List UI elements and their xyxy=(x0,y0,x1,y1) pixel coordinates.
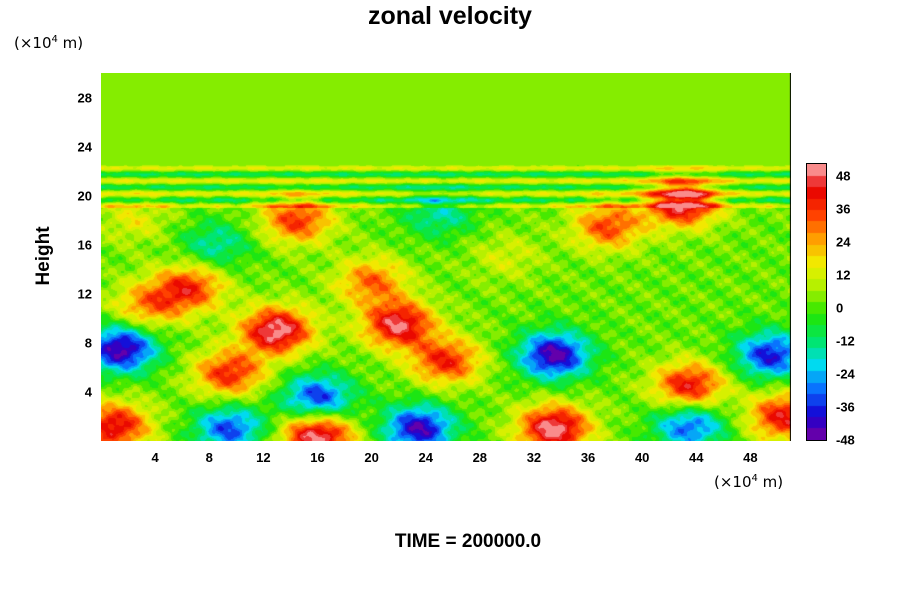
y-tick-label: 20 xyxy=(77,188,92,204)
y-tick-label: 12 xyxy=(77,286,92,302)
colorbar-tick-label: -36 xyxy=(836,399,855,415)
colorbar-tick-label: 24 xyxy=(836,234,851,250)
colorbar-tick-label: 48 xyxy=(836,168,851,184)
y-tick-label: 4 xyxy=(84,384,92,400)
x-tick-label: 28 xyxy=(472,450,488,465)
x-tick-label: 12 xyxy=(256,450,271,465)
y-tick-label: 8 xyxy=(84,335,92,351)
colorbar-tick-label: -48 xyxy=(836,432,855,448)
y-axis-unit: (×104 m) xyxy=(14,34,84,52)
time-label: TIME = 200000.0 xyxy=(394,531,542,552)
chart-title: zonal velocity xyxy=(368,2,532,30)
y-tick-label: 28 xyxy=(77,90,92,106)
colorbar-tick-label: -12 xyxy=(836,333,855,349)
x-tick-label: 40 xyxy=(634,450,650,465)
y-tick-label: 16 xyxy=(77,237,92,253)
x-tick-label: 8 xyxy=(205,450,213,465)
x-tick-label: 20 xyxy=(364,450,379,465)
x-tick-label: 32 xyxy=(526,450,542,465)
x-tick-label: 48 xyxy=(743,450,758,465)
colorbar-tick-label: 0 xyxy=(836,300,844,316)
colorbar-tick-label: 12 xyxy=(836,267,851,283)
colorbar xyxy=(806,163,827,441)
x-tick-label: 4 xyxy=(151,450,159,465)
x-tick-label: 44 xyxy=(689,450,704,465)
y-tick-label: 24 xyxy=(77,139,92,155)
colorbar-tick-label: -24 xyxy=(836,366,855,382)
heatmap-plot-area xyxy=(101,73,791,441)
x-tick-label: 16 xyxy=(310,450,325,465)
x-axis-unit: (×104 m) xyxy=(714,473,784,491)
colorbar-tick-label: 36 xyxy=(836,201,851,217)
x-tick-label: 36 xyxy=(580,450,596,465)
y-axis-label: Height xyxy=(33,226,54,286)
x-tick-label: 24 xyxy=(418,450,433,465)
